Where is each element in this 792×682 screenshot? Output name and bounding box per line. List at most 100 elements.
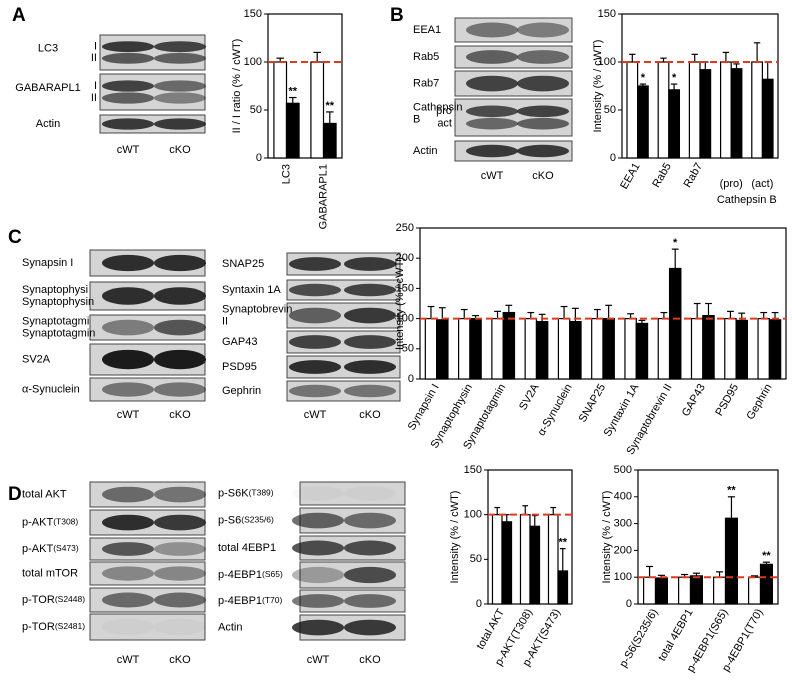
lane-label: cKO bbox=[359, 409, 381, 421]
bar bbox=[719, 61, 732, 159]
blot-band bbox=[102, 566, 154, 581]
blot-band bbox=[289, 360, 341, 374]
blot-label: p-S6K(T389) bbox=[218, 487, 274, 499]
lane-label: cKO bbox=[532, 170, 554, 182]
blot-band bbox=[517, 117, 569, 130]
band-label: act bbox=[437, 118, 452, 130]
blot-label: Synaptobrevin II bbox=[222, 303, 292, 327]
y-tick-label: 50 bbox=[470, 553, 482, 565]
blot-label-name: p-S6 bbox=[218, 514, 241, 526]
x-tick-label: total 4EBP1 bbox=[656, 607, 695, 663]
blot-label-site: (S235/6) bbox=[241, 515, 274, 525]
blot-label-site: (T70) bbox=[262, 595, 282, 605]
bar bbox=[768, 319, 782, 380]
blot-band bbox=[344, 512, 396, 529]
y-tick-label: 50 bbox=[604, 104, 616, 116]
blot-band bbox=[102, 592, 154, 608]
x-tick-label: GABARAPL1 bbox=[317, 164, 329, 229]
blot-band bbox=[292, 540, 344, 556]
bar bbox=[757, 318, 770, 380]
blot-label: p-4EBP1(T70) bbox=[218, 595, 283, 607]
y-tick-label: 0 bbox=[408, 373, 414, 385]
blot-label: GAP43 bbox=[222, 336, 257, 348]
bar bbox=[677, 576, 692, 605]
blot-label: Gephrin bbox=[222, 385, 261, 397]
blot-label: Cathepsin B bbox=[413, 101, 463, 125]
bar bbox=[285, 102, 300, 159]
panel-label: A bbox=[12, 5, 26, 26]
lane-label: cWT bbox=[304, 409, 327, 421]
bar bbox=[547, 514, 559, 605]
blot-label: p-TOR(S2481) bbox=[22, 621, 85, 633]
blot-band bbox=[102, 514, 154, 531]
y-tick-label: 150 bbox=[598, 8, 616, 20]
blot-label-name: p-S6K bbox=[218, 487, 249, 499]
blot-band bbox=[154, 514, 206, 531]
bar bbox=[524, 318, 538, 380]
panel-label: C bbox=[8, 227, 22, 248]
blot-label-site: (S2448) bbox=[55, 594, 85, 604]
x-tick-label: SV2A bbox=[517, 381, 542, 412]
band-label: I bbox=[94, 80, 97, 92]
blot-label: p-S6(S235/6) bbox=[218, 514, 274, 526]
y-tick-label: 50 bbox=[250, 104, 262, 116]
bar bbox=[424, 318, 438, 380]
bar bbox=[501, 521, 513, 605]
blot-band bbox=[102, 542, 154, 556]
blot-strip bbox=[99, 73, 206, 111]
bar bbox=[310, 61, 325, 159]
bar bbox=[730, 68, 743, 159]
blot-band bbox=[102, 349, 154, 370]
bar bbox=[469, 318, 482, 380]
bar bbox=[668, 267, 682, 380]
blot-band bbox=[292, 566, 344, 584]
y-axis-label: Intensity (% / cWT) bbox=[394, 257, 406, 350]
bar bbox=[688, 61, 701, 159]
blot-band bbox=[102, 486, 154, 503]
blot-label-site: (S473) bbox=[53, 543, 79, 553]
bar bbox=[519, 514, 531, 605]
blot-band bbox=[517, 105, 569, 118]
bar bbox=[491, 514, 503, 605]
blot-band bbox=[517, 144, 569, 158]
blot-band bbox=[154, 41, 206, 53]
band-label: I bbox=[94, 41, 97, 53]
blot-band bbox=[154, 349, 206, 370]
x-tick-label: LC3 bbox=[280, 164, 292, 184]
blot-label: p-4EBP1(S65) bbox=[218, 569, 283, 581]
blot-band bbox=[289, 257, 341, 271]
y-tick-label: 400 bbox=[614, 491, 632, 503]
significance-label: * bbox=[641, 72, 646, 84]
blot-band bbox=[344, 540, 396, 556]
blot-label-site: (T308) bbox=[53, 517, 78, 527]
y-tick-label: 0 bbox=[626, 598, 632, 610]
blot-band bbox=[154, 592, 206, 608]
x-tick-label: SNAP25 bbox=[577, 382, 608, 425]
blot-label: p-TOR(S2448) bbox=[22, 594, 85, 606]
blot-band bbox=[292, 512, 344, 529]
bar bbox=[702, 314, 715, 380]
blot-label: α-Synuclein bbox=[22, 383, 80, 395]
blot-band bbox=[517, 50, 569, 64]
blot-band bbox=[154, 92, 206, 104]
blot-band bbox=[344, 566, 396, 584]
y-tick-label: 100 bbox=[614, 571, 632, 583]
blot-band bbox=[292, 486, 344, 500]
lane-label: cWT bbox=[307, 654, 330, 666]
significance-label: * bbox=[673, 237, 678, 249]
blot-label: total 4EBP1 bbox=[218, 542, 276, 554]
blot-band bbox=[102, 619, 154, 635]
blot-band bbox=[344, 384, 396, 398]
blot-band bbox=[517, 75, 569, 92]
x-tick-label: EEA1 bbox=[618, 161, 642, 191]
blot-band bbox=[154, 382, 206, 397]
blot-band bbox=[344, 360, 396, 374]
blot-label-site: (S65) bbox=[262, 569, 283, 579]
x-tick-label: p-S6(S235/6) bbox=[618, 607, 661, 670]
band-label: II bbox=[91, 52, 97, 64]
blot-band bbox=[102, 52, 154, 64]
blot-band bbox=[154, 486, 206, 503]
blot-strip bbox=[99, 34, 206, 71]
significance-label: ** bbox=[558, 537, 567, 549]
blot-band bbox=[102, 254, 154, 272]
